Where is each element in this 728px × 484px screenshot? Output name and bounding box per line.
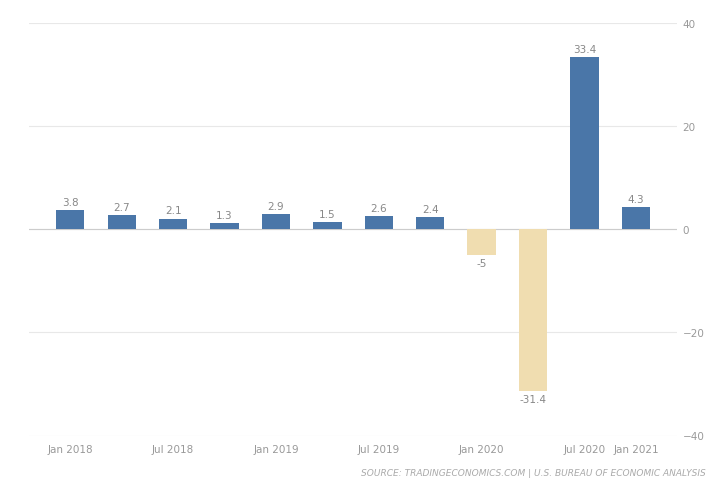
Bar bbox=[159, 219, 187, 230]
Bar bbox=[570, 58, 598, 230]
Bar bbox=[467, 230, 496, 256]
Text: 2.1: 2.1 bbox=[165, 206, 181, 216]
Bar bbox=[210, 223, 239, 230]
Bar bbox=[416, 218, 444, 230]
Bar bbox=[519, 230, 547, 392]
Text: 2.4: 2.4 bbox=[422, 205, 438, 214]
Bar bbox=[108, 216, 136, 230]
Text: 1.3: 1.3 bbox=[216, 210, 233, 220]
Bar bbox=[622, 208, 650, 230]
Text: 2.9: 2.9 bbox=[268, 202, 284, 212]
Text: SOURCE: TRADINGECONOMICS.COM | U.S. BUREAU OF ECONOMIC ANALYSIS: SOURCE: TRADINGECONOMICS.COM | U.S. BURE… bbox=[361, 468, 706, 477]
Text: -31.4: -31.4 bbox=[520, 394, 547, 405]
Text: 4.3: 4.3 bbox=[628, 195, 644, 205]
Text: -5: -5 bbox=[476, 259, 487, 269]
Text: 1.5: 1.5 bbox=[319, 209, 336, 219]
Text: 2.7: 2.7 bbox=[114, 203, 130, 213]
Bar bbox=[262, 215, 290, 230]
Bar bbox=[313, 222, 341, 230]
Bar bbox=[365, 216, 393, 230]
Text: 33.4: 33.4 bbox=[573, 45, 596, 55]
Text: 2.6: 2.6 bbox=[371, 203, 387, 213]
Bar bbox=[56, 211, 84, 230]
Text: 3.8: 3.8 bbox=[62, 197, 79, 207]
